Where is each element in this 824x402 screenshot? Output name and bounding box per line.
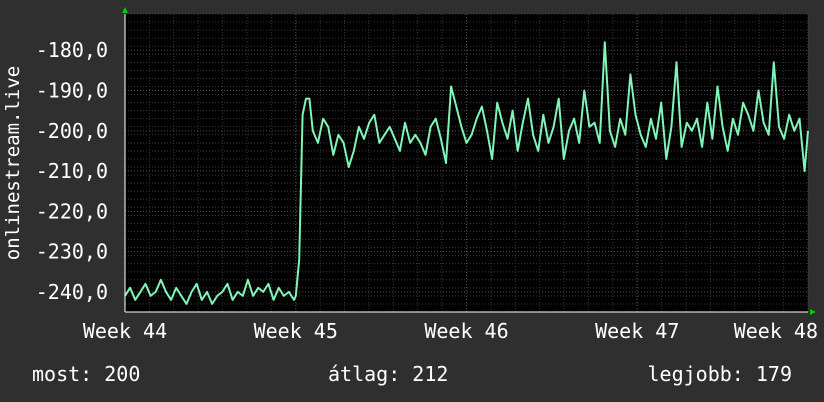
y-tick-label: -210,0: [36, 159, 108, 183]
x-tick-label: Week 45: [254, 319, 338, 343]
y-axis-label: onlinestream.live: [2, 66, 24, 260]
x-tick-label: Week 46: [424, 319, 508, 343]
x-tick-label: Week 48: [734, 319, 818, 343]
y-tick-label: -180,0: [36, 38, 108, 62]
x-axis-arrow-icon: [810, 309, 816, 315]
y-tick-labels: -180,0 -190,0 -200,0 -210,0 -220,0 -230,0 -240…: [36, 38, 108, 304]
y-tick-label: -220,0: [36, 199, 108, 223]
x-tick-labels: Week 44 Week 45 Week 46 Week 47 Week 48: [83, 319, 818, 343]
plot-area: [125, 14, 808, 312]
chart: -180,0 -190,0 -200,0 -210,0 -220,0 -230,0 -240…: [2, 7, 818, 343]
x-tick-label: Week 47: [595, 319, 679, 343]
footer-stats: most: 200 átlag: 212 legjobb: 179: [0, 360, 824, 390]
series-line: [124, 41, 809, 305]
stat-now: most: 200: [32, 362, 141, 386]
stat-best: legjobb: 179: [647, 362, 793, 386]
y-tick-label: -240,0: [36, 280, 108, 304]
x-tick-label: Week 44: [83, 319, 167, 343]
y-axis-arrow-icon: [122, 7, 128, 13]
y-tick-label: -190,0: [36, 79, 108, 103]
stat-average: átlag: 212: [328, 362, 449, 386]
y-tick-label: -230,0: [36, 240, 108, 264]
y-tick-label: -200,0: [36, 119, 108, 143]
